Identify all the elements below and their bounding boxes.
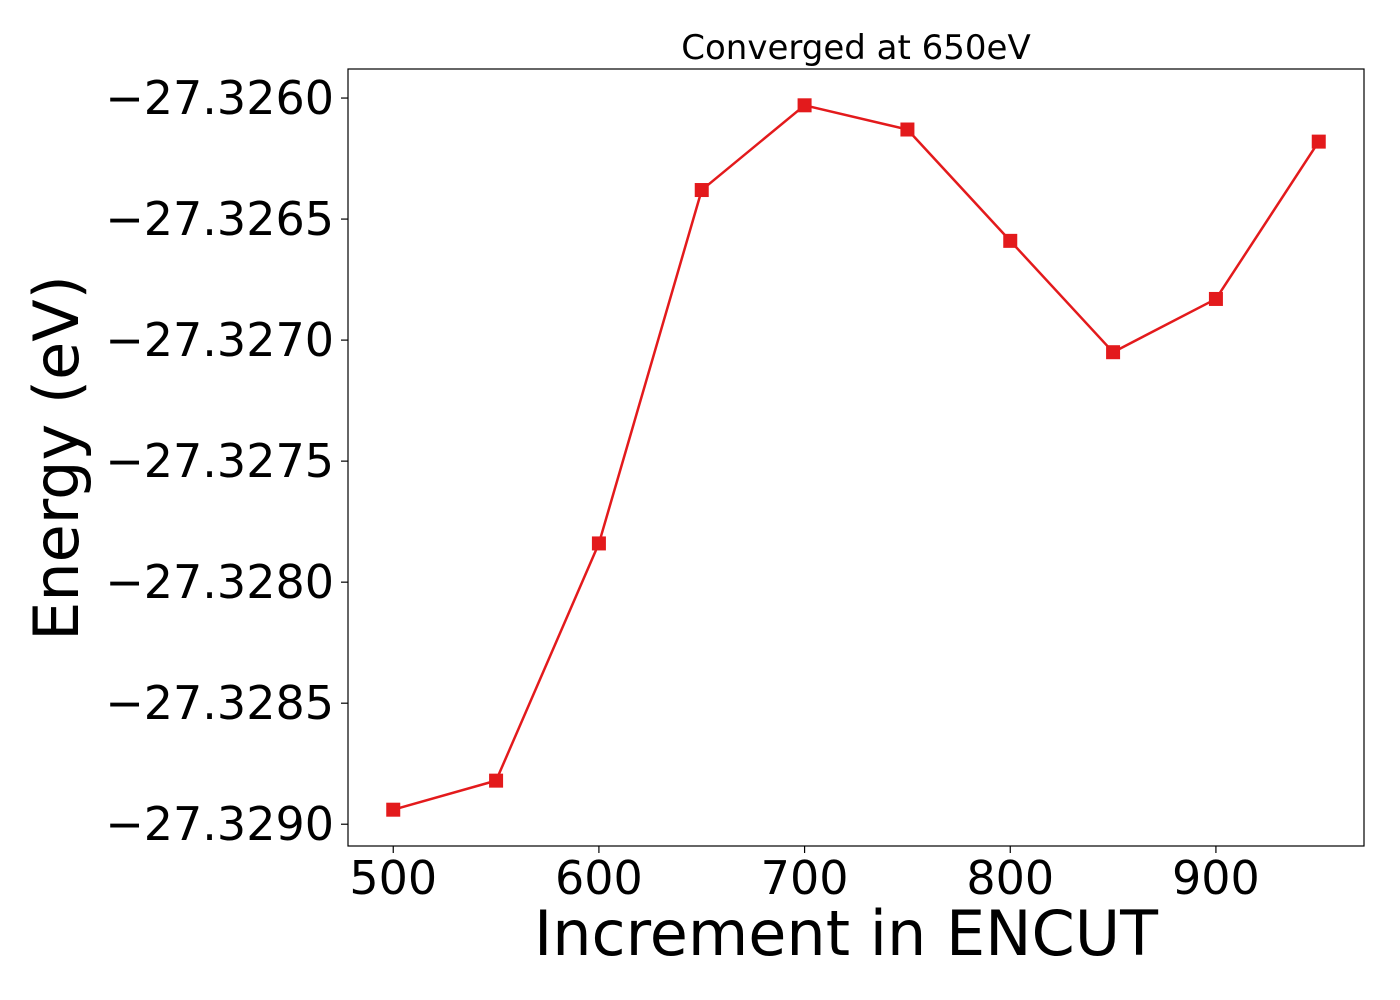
y-tick-label: −27.3265 bbox=[105, 192, 334, 246]
data-point-marker bbox=[1208, 291, 1223, 306]
x-tick-label: 700 bbox=[761, 851, 849, 905]
y-tick-label: −27.3285 bbox=[105, 676, 334, 730]
y-tick-label: −27.3290 bbox=[105, 797, 334, 851]
data-point-marker bbox=[1106, 345, 1121, 360]
data-point-marker bbox=[694, 183, 709, 198]
y-tick-label: −27.3275 bbox=[105, 434, 334, 488]
y-tick-label: −27.3280 bbox=[105, 555, 334, 609]
x-axis-label: Increment in ENCUT bbox=[534, 897, 1159, 970]
y-tick-label: −27.3260 bbox=[105, 71, 334, 125]
series-layer bbox=[386, 98, 1326, 817]
data-point-marker bbox=[1311, 134, 1326, 149]
data-point-marker bbox=[591, 536, 606, 551]
x-tick-label: 900 bbox=[1172, 851, 1260, 905]
data-point-marker bbox=[489, 773, 504, 788]
data-point-marker bbox=[386, 802, 401, 817]
x-tick-label: 800 bbox=[966, 851, 1054, 905]
y-axis-ticks: −27.3260 −27.3265 −27.3270 −27.3275 −27.3280… bbox=[105, 71, 348, 851]
y-axis-label: Energy (eV) bbox=[20, 275, 93, 641]
series-line bbox=[392, 104, 1320, 811]
x-tick-label: 500 bbox=[349, 851, 437, 905]
data-point-marker bbox=[900, 122, 915, 137]
x-tick-label: 600 bbox=[555, 851, 643, 905]
chart-title: Converged at 650eV bbox=[681, 28, 1030, 68]
x-axis-ticks: 500 600 700 800 900 bbox=[349, 846, 1260, 905]
y-tick-label: −27.3270 bbox=[105, 313, 334, 367]
plot-area bbox=[347, 68, 1365, 847]
data-point-marker bbox=[797, 98, 812, 113]
data-point-marker bbox=[1003, 233, 1018, 248]
